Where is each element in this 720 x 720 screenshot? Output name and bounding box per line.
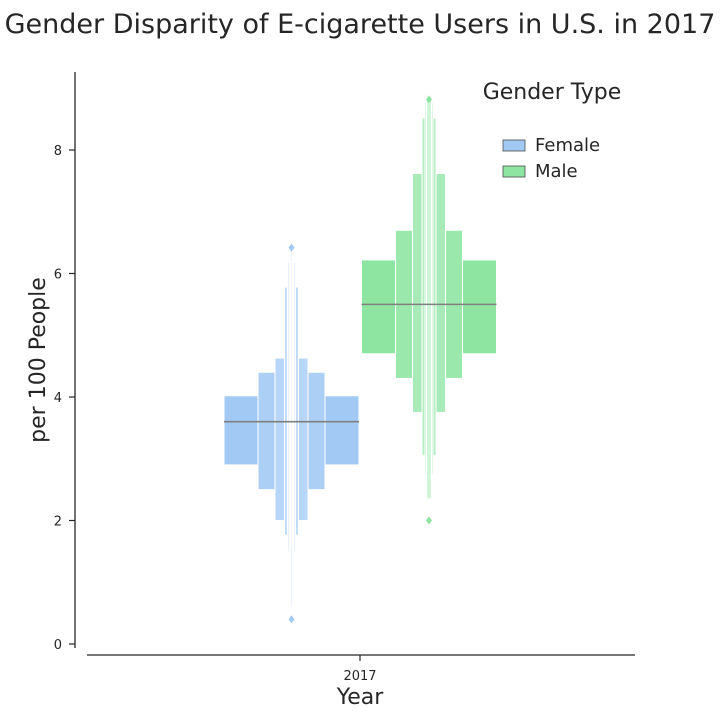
boxen-level-7 [290,247,293,608]
outlier-point [288,615,295,624]
chart-title: Gender Disparity of E-cigarette Users in… [5,9,716,40]
y-ticks: 0 2 4 6 8 [54,144,75,653]
boxen-level-5 [426,98,432,500]
x-ticks: 2017 [343,655,377,684]
x-tick-label: 2017 [343,669,376,684]
y-tick-label: 8 [54,144,62,159]
legend-label-female: Female [535,135,600,156]
y-axis-label: per 100 People [26,277,51,443]
legend: Gender Type Female Male [483,80,622,182]
y-tick-label: 2 [54,515,62,530]
series-female [223,243,360,624]
legend-title: Gender Type [483,80,622,105]
legend-swatch-female [502,139,526,152]
y-tick-label: 0 [54,638,62,653]
series-male [361,95,497,525]
outlier-point [426,516,432,525]
outlier-point [426,95,432,104]
x-axis-label: Year [336,685,385,710]
legend-label-male: Male [535,161,578,182]
boxen-plot [223,95,497,624]
y-tick-label: 4 [54,391,62,406]
legend-swatch-male [502,165,526,178]
outlier-point [288,243,295,252]
y-tick-label: 6 [54,268,62,283]
